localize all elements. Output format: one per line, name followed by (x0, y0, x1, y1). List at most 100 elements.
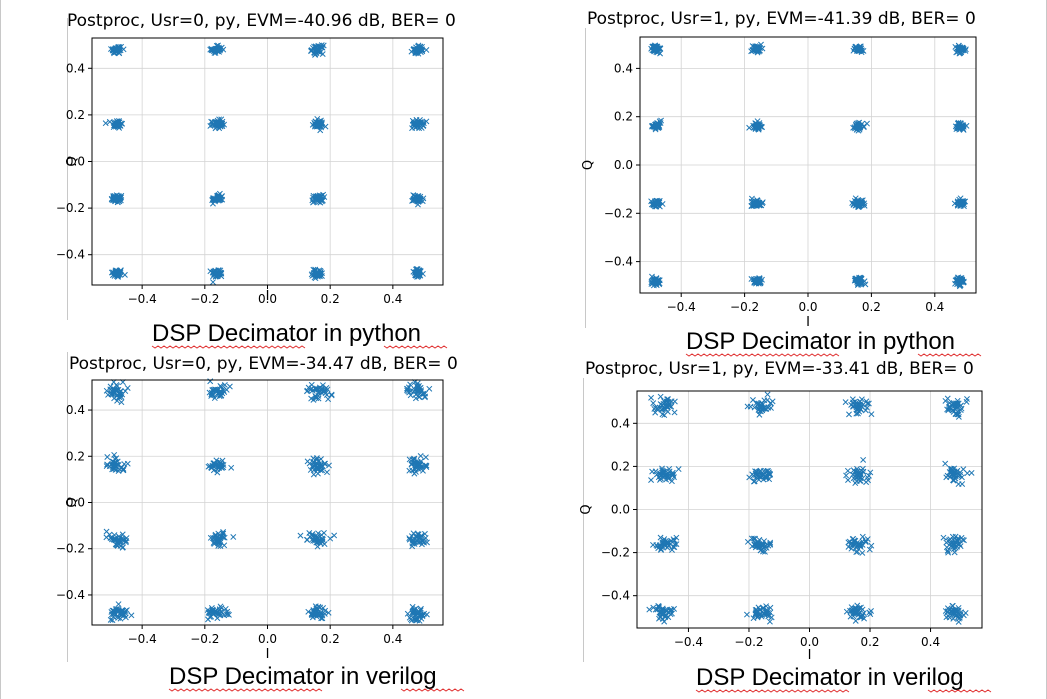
scatter-point (327, 535, 334, 542)
scatter-point (665, 470, 671, 477)
scatter-point (868, 608, 874, 614)
scatter-point (221, 534, 228, 541)
scatter-point (317, 463, 324, 470)
scatter-point (208, 465, 215, 472)
scatter-point (406, 389, 413, 396)
scatter-point (763, 474, 770, 481)
scatter-point (660, 398, 667, 404)
y-tick-label: 0.2 (66, 449, 85, 463)
scatter-point (230, 534, 237, 540)
scatter-point (318, 536, 325, 542)
scatter-point (648, 477, 655, 484)
y-tick-label: 0.4 (66, 61, 85, 75)
scatter-point (312, 533, 319, 540)
scatter-point (757, 611, 764, 618)
scatter-point (205, 609, 212, 616)
scatter-point (864, 474, 871, 481)
scatter-point (217, 269, 224, 276)
scatter-point (114, 537, 121, 544)
scatter-point (859, 533, 866, 540)
scatter-point (651, 198, 658, 205)
scatter-point (118, 194, 125, 201)
scatter-point (408, 48, 415, 55)
scatter-point (115, 601, 122, 608)
panel-caption: DSP Decimator in python (152, 320, 421, 347)
scatter-point (668, 478, 675, 485)
scatter-point (407, 381, 414, 388)
scatter-point (123, 535, 130, 541)
scatter-point (217, 389, 224, 396)
scatter-point (755, 126, 762, 133)
scatter-point (205, 616, 211, 623)
scatter-point (209, 391, 216, 398)
scatter-point (651, 48, 658, 54)
x-tick-label: −0.4 (667, 300, 696, 314)
y-axis-label: Q (65, 497, 80, 507)
scatter-point (950, 401, 957, 408)
scatter-point (867, 469, 874, 476)
scatter-point (209, 121, 216, 128)
scatter-point (417, 453, 424, 459)
scatter-point (409, 609, 416, 615)
scatter-point (215, 192, 222, 198)
scatter-point (764, 391, 771, 398)
scatter-point (324, 469, 330, 476)
scatter-point (304, 536, 311, 543)
scatter-point (412, 395, 419, 402)
x-tick-label: −0.2 (730, 300, 759, 314)
scatter-point (118, 535, 125, 542)
scatter-point (663, 476, 670, 483)
scatter-point (318, 385, 325, 392)
scatter-point (322, 607, 329, 614)
scatter-point (949, 602, 956, 609)
scatter-point (308, 611, 315, 618)
scatter-point (657, 393, 664, 400)
scatter-point (766, 618, 773, 625)
scatter-point (115, 461, 122, 468)
scatter-point (226, 383, 233, 390)
scatter-point (318, 121, 325, 128)
scatter-point (416, 617, 423, 624)
scatter-point (331, 532, 338, 539)
scatter-point (418, 124, 425, 131)
scatter-point (855, 203, 862, 210)
scatter-point (328, 391, 335, 398)
scatter-point (749, 471, 756, 478)
chart-title: Postproc, Usr=0, py, EVM=-34.47 dB, BER=… (69, 354, 458, 374)
scatter-point (222, 605, 229, 612)
scatter-point (218, 116, 225, 123)
scatter-point (411, 616, 418, 623)
scatter-point (948, 607, 955, 614)
scatter-point (955, 481, 962, 488)
scatter-point (426, 385, 433, 392)
scatter-point (758, 400, 765, 407)
scatter-point (406, 614, 413, 621)
scatter-point (955, 618, 962, 625)
scatter-point (857, 614, 864, 621)
scatter-point (945, 406, 952, 413)
scatter-point (210, 121, 217, 128)
scatter-point (648, 278, 655, 285)
scatter-point (109, 272, 116, 279)
chart-panel-2: Postproc, Usr=1, py, EVM=-41.39 dB, BER=… (581, 9, 982, 357)
scatter-point (659, 411, 666, 418)
scatter-point (318, 456, 324, 463)
scatter-point (211, 47, 218, 54)
scatter-point (749, 543, 756, 550)
scatter-point (952, 533, 959, 540)
scatter-point (961, 203, 967, 210)
scatter-point (319, 197, 326, 204)
scatter-point (418, 533, 425, 539)
scatter-point (210, 609, 216, 616)
scatter-point (950, 546, 957, 552)
spellcheck-underline (685, 353, 840, 357)
scatter-point (213, 457, 220, 464)
scatter-point (675, 466, 682, 473)
scatter-point (767, 604, 774, 611)
scatter-point (218, 608, 225, 615)
scatter-point (662, 538, 669, 545)
scatter-point (655, 603, 662, 610)
scatter-point (653, 471, 660, 478)
scatter-point (215, 530, 222, 537)
scatter-point (759, 406, 766, 413)
